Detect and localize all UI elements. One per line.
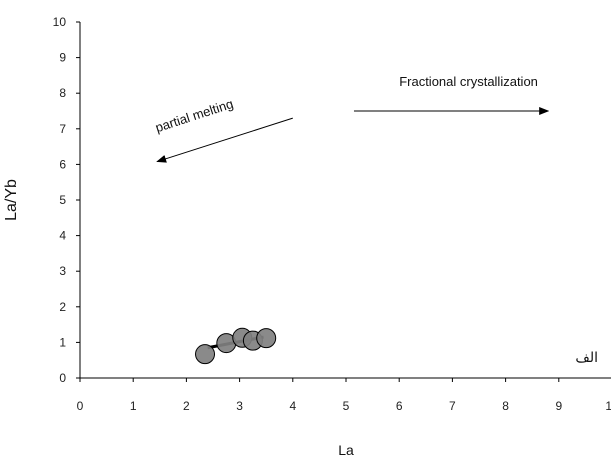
x-axis-title: La <box>338 442 354 458</box>
x-tick-labels: 0 1 2 3 4 5 6 7 8 9 10 <box>77 378 611 413</box>
x-tick-label: 5 <box>343 399 350 413</box>
y-tick-label: 10 <box>53 15 67 29</box>
annotations: partial melting Fractional crystallizatio… <box>153 74 550 163</box>
y-tick-labels: 0 1 2 3 4 5 6 7 8 9 10 <box>53 15 80 385</box>
y-tick-label: 3 <box>59 264 66 278</box>
y-tick-label: 6 <box>59 157 66 171</box>
y-tick-label: 1 <box>59 335 66 349</box>
annotation-label: Fractional crystallization <box>399 74 538 89</box>
y-axis-title: La/Yb <box>3 179 20 221</box>
annotation-label: partial melting <box>153 96 235 135</box>
x-tick-label: 3 <box>236 399 243 413</box>
y-tick-label: 4 <box>59 229 66 243</box>
x-tick-label: 1 <box>130 399 137 413</box>
x-tick-label: 10 <box>605 399 611 413</box>
y-tick-label: 0 <box>59 371 66 385</box>
y-tick-label: 9 <box>59 51 66 65</box>
panel-label: الف <box>575 350 598 366</box>
y-tick-label: 2 <box>59 300 66 314</box>
x-tick-label: 6 <box>396 399 403 413</box>
annotation-arrow <box>156 117 293 163</box>
x-tick-label: 2 <box>183 399 190 413</box>
y-tick-label: 7 <box>59 122 66 136</box>
x-tick-label: 9 <box>555 399 562 413</box>
x-tick-label: 4 <box>289 399 296 413</box>
x-tick-label: 7 <box>449 399 456 413</box>
y-tick-label: 8 <box>59 86 66 100</box>
data-point <box>256 328 277 349</box>
x-tick-label: 8 <box>502 399 509 413</box>
y-tick-label: 5 <box>59 193 66 207</box>
x-tick-label: 0 <box>77 399 84 413</box>
data-point <box>195 344 216 365</box>
data-points <box>195 327 277 365</box>
